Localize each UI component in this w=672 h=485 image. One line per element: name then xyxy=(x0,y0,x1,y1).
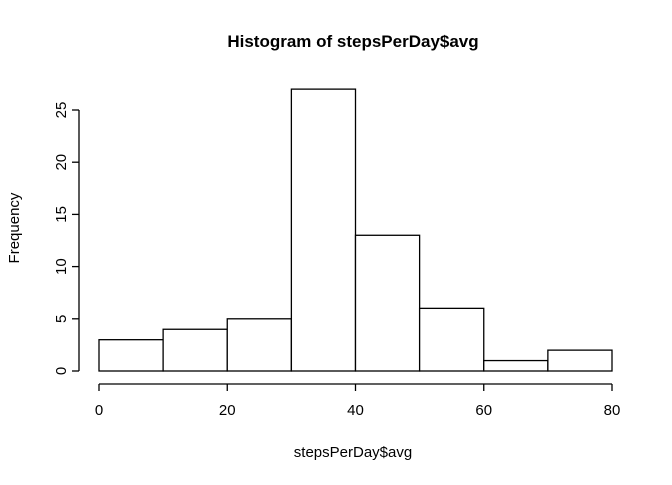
y-tick-label: 5 xyxy=(53,315,70,323)
x-tick-label: 20 xyxy=(219,402,236,419)
y-axis: 0 5 10 15 20 25 xyxy=(53,102,80,375)
histogram-bar-10-20 xyxy=(162,328,228,372)
y-tick-label: 0 xyxy=(53,367,70,375)
y-tick-label: 20 xyxy=(53,154,70,171)
histogram-bar-60-70 xyxy=(483,359,549,372)
x-tick-label: 40 xyxy=(347,402,364,419)
histogram-bar-40-50 xyxy=(354,234,421,372)
y-axis-label: Frequency xyxy=(6,192,23,263)
x-axis: 0 20 40 60 80 xyxy=(95,383,621,419)
x-tick-label: 80 xyxy=(604,402,621,419)
x-axis-label: stepsPerDay$avg xyxy=(294,444,412,461)
y-tick-label: 10 xyxy=(53,258,70,275)
y-tick-label: 25 xyxy=(53,102,70,119)
y-tick-label: 15 xyxy=(53,206,70,223)
histogram-bar-50-60 xyxy=(418,307,485,372)
histogram-bar-0-10 xyxy=(98,339,164,372)
bars-group xyxy=(98,88,613,372)
chart-title: Histogram of stepsPerDay$avg xyxy=(227,32,478,51)
x-tick-label: 0 xyxy=(95,402,103,419)
histogram-bar-70-80 xyxy=(547,349,613,372)
histogram-bar-30-40 xyxy=(290,88,357,372)
x-tick-label: 60 xyxy=(475,402,492,419)
histogram-bar-20-30 xyxy=(226,318,293,372)
